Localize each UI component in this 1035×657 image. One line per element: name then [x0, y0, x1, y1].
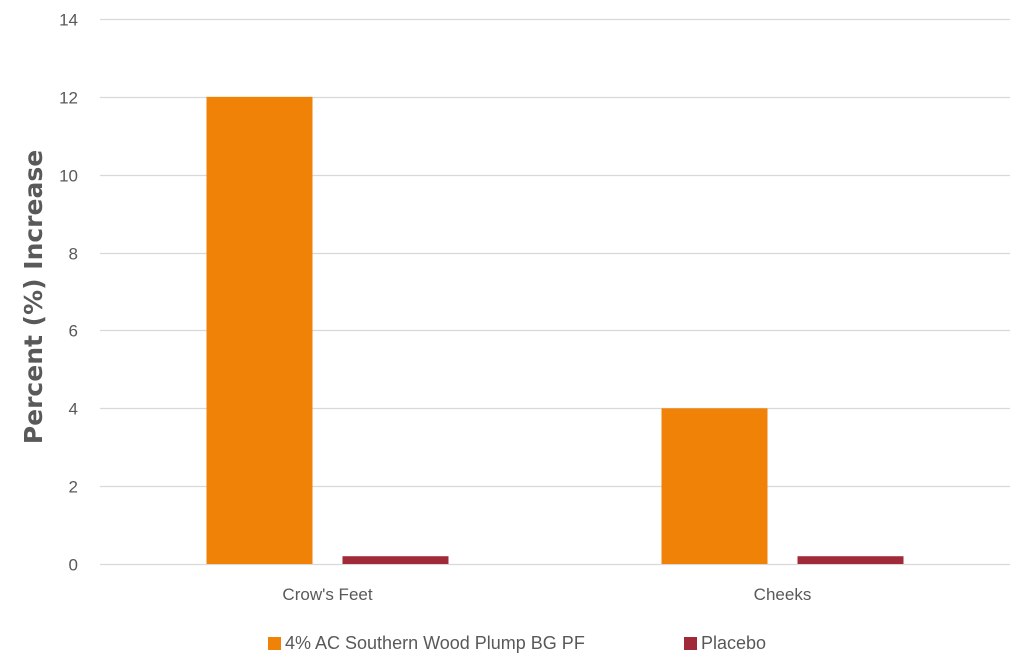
y-tick-label: 12 [59, 89, 78, 108]
x-category-label: Cheeks [754, 585, 812, 604]
bar-0-0 [206, 96, 313, 564]
legend-swatch-1 [684, 637, 697, 650]
y-tick-label: 10 [59, 167, 78, 186]
legend: 4% AC Southern Wood Plump BG PF Placebo [268, 633, 766, 653]
bar-1-1 [797, 556, 904, 564]
y-axis-ticks: 0 2 4 6 8 10 12 14 [59, 11, 78, 575]
legend-label-1: Placebo [701, 633, 766, 653]
bar-1-0 [661, 408, 768, 564]
y-tick-label: 8 [69, 245, 78, 264]
x-axis-categories: Crow's Feet Cheeks [282, 585, 811, 604]
x-category-label: Crow's Feet [282, 585, 372, 604]
legend-label-0: 4% AC Southern Wood Plump BG PF [285, 633, 585, 653]
bars [206, 96, 904, 564]
y-tick-label: 6 [69, 322, 78, 341]
y-tick-label: 14 [59, 11, 78, 30]
y-tick-label: 4 [69, 400, 78, 419]
legend-swatch-0 [268, 637, 281, 650]
y-tick-label: 0 [69, 556, 78, 575]
y-tick-label: 2 [69, 478, 78, 497]
y-axis-title: Percent (%) Increase [19, 150, 48, 444]
bar-0-1 [342, 556, 449, 564]
